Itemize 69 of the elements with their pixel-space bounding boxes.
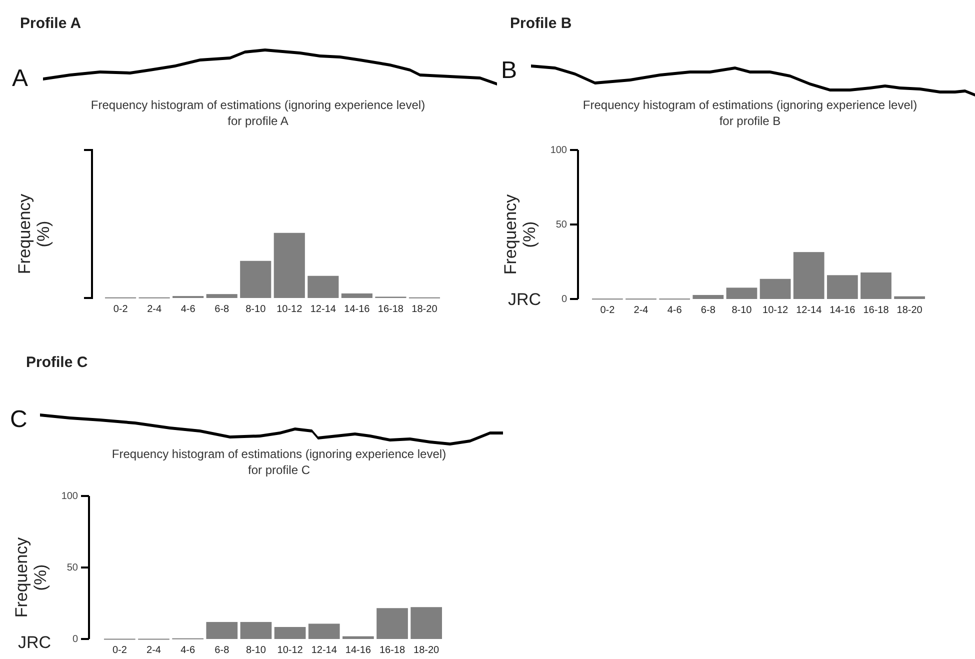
bar: [274, 626, 306, 639]
x-tick-label: 12-14: [311, 645, 338, 656]
x-tick-label: 16-18: [378, 304, 404, 316]
bar: [894, 296, 925, 299]
chart-subtitle: Frequency histogram of estimations (ignoring experience level) for profile B: [582, 98, 918, 128]
y-tick-label: 100: [550, 145, 568, 156]
text: JRC: [508, 290, 542, 309]
y-tick-label: 100: [61, 491, 78, 502]
x-tick-label: 6-8: [214, 304, 230, 316]
x-tick-label: 14-16: [345, 645, 372, 656]
x-tick-label: 0-2: [112, 645, 128, 656]
chart-subtitle: Frequency histogram of estimations (ignoring experience level) for profile A: [90, 98, 426, 128]
x-tick-label: 16-18: [379, 645, 406, 656]
text: A: [12, 65, 28, 92]
x-tick-label: 4-6: [180, 304, 196, 316]
bar: [826, 275, 858, 299]
x-tick-label: 12-14: [310, 304, 336, 316]
x-tick-label: 18-20: [414, 645, 440, 656]
y-axis-title: Frequency (%): [501, 194, 539, 275]
bar: [376, 608, 408, 639]
bar: [240, 622, 272, 639]
x-tick-label: 12-14: [796, 305, 822, 316]
x-tick-label: 8-10: [246, 645, 266, 656]
x-tick-label: 18-20: [412, 304, 438, 316]
y-tick-label: 0: [72, 634, 78, 646]
x-tick-label: 6-8: [700, 305, 716, 316]
bar: [692, 294, 724, 299]
bar: [341, 293, 372, 298]
y-tick-label: 0: [561, 294, 568, 306]
x-tick-label: 2-4: [147, 304, 162, 316]
chart-subtitle: Frequency histogram of estimations (ignoring experience level) for profile C: [112, 447, 446, 477]
chart-title: Profile C: [26, 354, 88, 371]
y-tick-label: 50: [556, 220, 568, 231]
x-tick-label: 16-18: [863, 305, 890, 316]
x-tick-label: 2-4: [146, 645, 162, 656]
text: B: [501, 57, 518, 84]
bar: [206, 622, 238, 639]
x-tick-label: 0-2: [113, 304, 128, 316]
bar: [308, 276, 339, 298]
x-tick-label: 14-16: [830, 305, 856, 316]
chart-title: Profile A: [20, 15, 82, 32]
x-tick-label: 2-4: [634, 305, 649, 316]
x-tick-label: 6-8: [214, 645, 230, 656]
chart-title: Profile B: [510, 15, 572, 32]
text: JRC: [18, 633, 52, 652]
y-axis-title: Frequency (%): [15, 193, 53, 274]
x-tick-label: 10-12: [762, 305, 789, 316]
x-tick-label: 14-16: [344, 304, 370, 316]
bar: [206, 294, 238, 298]
bar: [342, 636, 374, 639]
bar: [274, 232, 305, 298]
x-tick-label: 10-12: [277, 645, 304, 656]
y-tick-label: 50: [66, 562, 78, 574]
x-tick-label: 0-2: [600, 305, 616, 316]
bar: [793, 252, 824, 299]
x-tick-label: 4-6: [667, 305, 682, 316]
x-tick-label: 18-20: [896, 305, 923, 316]
x-tick-label: 8-10: [246, 304, 266, 316]
y-axis-title: Frequency (%): [12, 536, 50, 618]
bar: [860, 272, 892, 299]
text: C: [10, 406, 28, 433]
bar: [240, 260, 272, 298]
x-tick-label: 4-6: [180, 645, 196, 656]
x-tick-label: 8-10: [732, 305, 752, 316]
bar: [760, 278, 791, 299]
bar: [410, 607, 442, 639]
bar: [308, 624, 340, 639]
x-tick-label: 10-12: [276, 304, 303, 316]
bar: [726, 288, 758, 299]
